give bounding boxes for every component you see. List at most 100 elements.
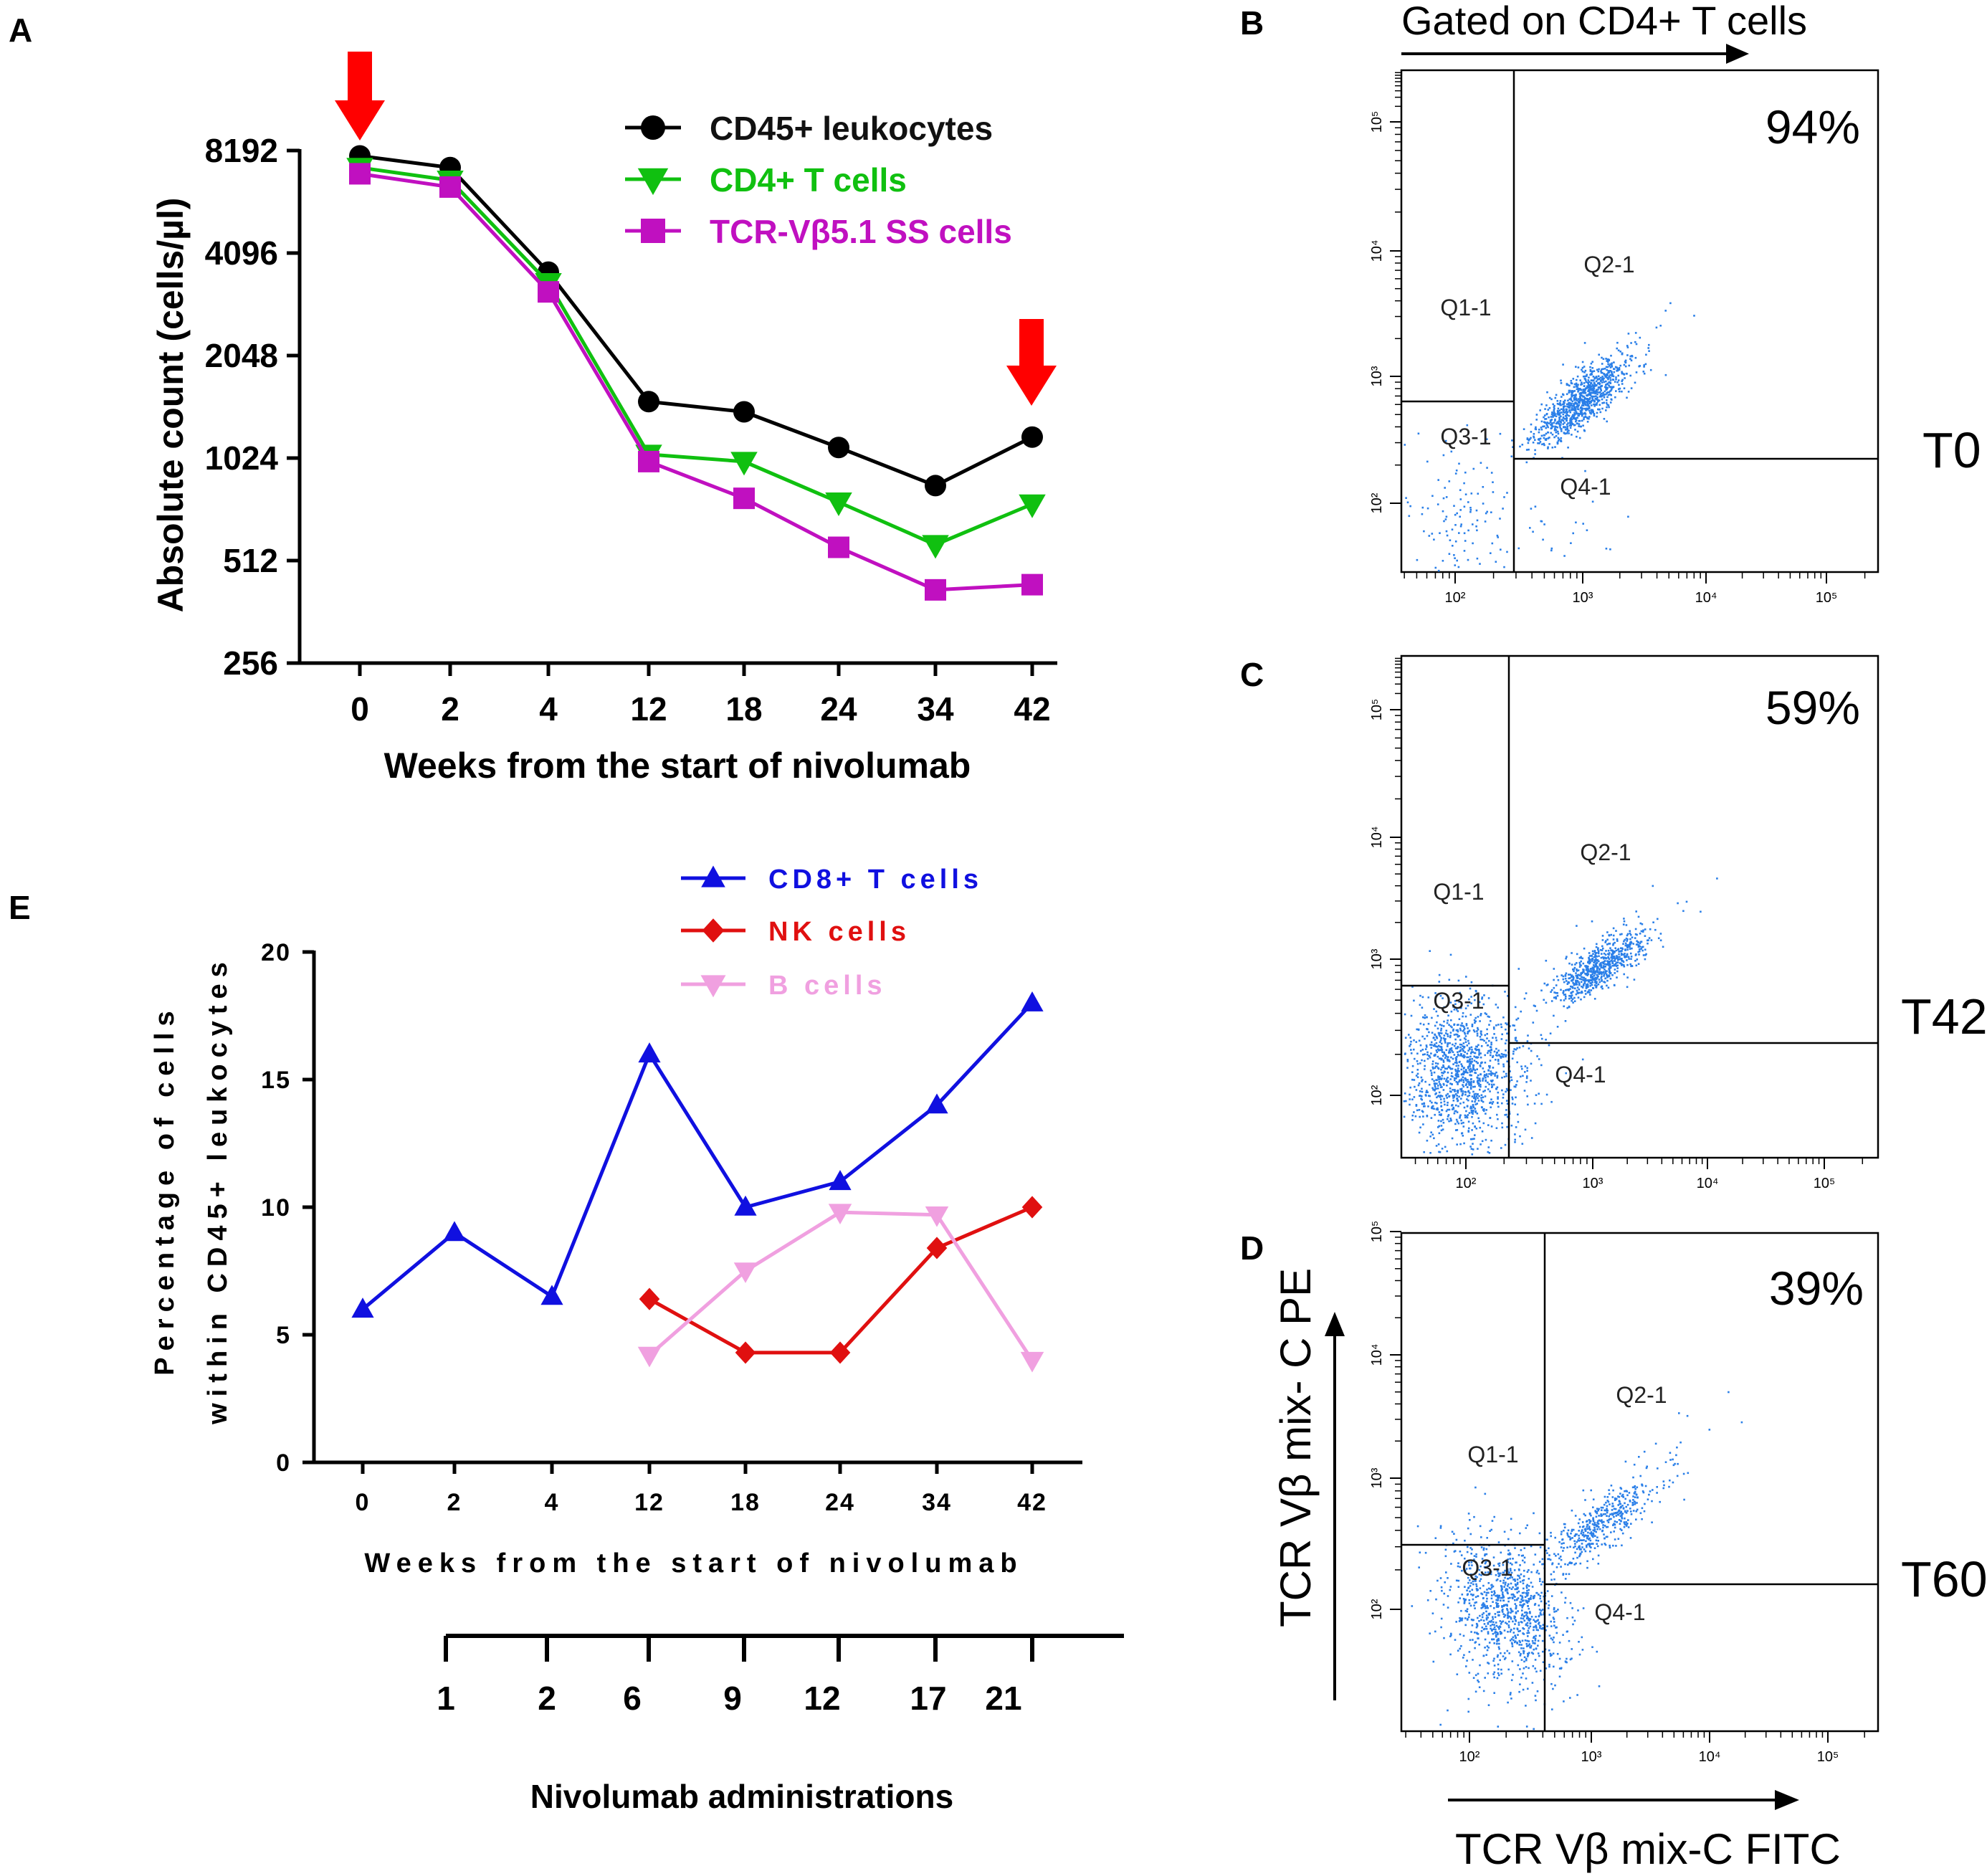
data-point-e xyxy=(1021,1196,1043,1219)
legend-marker-e xyxy=(701,865,725,887)
x-tick-label-e: 0 xyxy=(356,1489,371,1516)
data-point-e xyxy=(829,1170,852,1191)
x-tick-label-a: 12 xyxy=(630,690,667,728)
legend-label-e: NK cells xyxy=(768,917,910,947)
data-point-e xyxy=(828,1204,852,1225)
data-point-a xyxy=(733,487,755,510)
quadrant-label-B: Q4-1 xyxy=(1560,474,1611,500)
y-tick-label-D: 10⁴ xyxy=(1369,1344,1385,1366)
gated-label: Gated on CD4+ T cells xyxy=(1401,0,1807,43)
x-tick-label-e: 34 xyxy=(922,1489,952,1516)
cell-events-B xyxy=(1404,302,1695,572)
data-point-a xyxy=(349,163,371,185)
y-tick-label-a: 1024 xyxy=(205,439,279,477)
data-point-e xyxy=(925,1206,949,1227)
legend-label-e: CD8+ T cells xyxy=(768,865,983,895)
panel-letter-d: D xyxy=(1240,1229,1264,1267)
series-line-a-0 xyxy=(359,154,1034,488)
plot-frame-B xyxy=(1400,69,1879,573)
percent-d: 39% xyxy=(1769,1262,1864,1315)
x-tick-label-e: 4 xyxy=(545,1489,560,1516)
administration-label: 1 xyxy=(437,1680,455,1717)
series-line-e-0 xyxy=(361,1001,1034,1311)
flow-plot-c: 10² 10³ 10⁴ 10⁵ 10² 10³ 10⁴ 10⁵ Q1-1 Q2-1 Q3-1 Q4-1 xyxy=(1369,654,1879,1191)
data-point-a xyxy=(925,475,946,497)
y-tick-label-B: 10² xyxy=(1369,492,1385,513)
x-tick-label-e: 24 xyxy=(825,1489,855,1516)
flow-x-axis-arrow xyxy=(1448,1790,1799,1810)
quadrant-label-D: Q4-1 xyxy=(1594,1599,1645,1625)
quadrant-label-C: Q4-1 xyxy=(1555,1062,1606,1087)
data-point-a xyxy=(538,281,559,303)
x-tick-label-B: 10⁵ xyxy=(1816,590,1838,606)
administrations-title: Nivolumab administrations xyxy=(530,1778,953,1815)
x-tick-label-e: 18 xyxy=(730,1489,761,1516)
x-axis-title-e: Weeks from the start of nivolumab xyxy=(364,1548,1023,1579)
data-point-a xyxy=(828,536,849,558)
data-point-a xyxy=(925,578,946,601)
flow-plot-b: 10² 10³ 10⁴ 10⁵ 10² 10³ 10⁴ 10⁵ Q1-1 Q2-1 Q3-1 Q4-1 xyxy=(1369,69,1879,606)
percent-c: 59% xyxy=(1766,681,1860,734)
y-tick-label-a: 512 xyxy=(223,542,278,579)
panel-letter-c: C xyxy=(1240,656,1264,693)
x-tick-label-a: 42 xyxy=(1014,690,1050,728)
series-line-a-2 xyxy=(359,171,1033,592)
data-point-a xyxy=(638,391,659,413)
y-tick-label-a: 8192 xyxy=(205,132,278,169)
x-tick-label-D: 10⁵ xyxy=(1817,1749,1839,1765)
data-point-e xyxy=(829,1341,851,1364)
y-tick-label-e: 10 xyxy=(261,1194,291,1222)
data-point-a xyxy=(828,437,849,459)
administration-label: 9 xyxy=(723,1680,742,1717)
data-point-e xyxy=(637,1346,662,1368)
y-tick-label-D: 10⁵ xyxy=(1369,1221,1385,1243)
x-tick-label-a: 34 xyxy=(917,690,954,728)
data-point-a xyxy=(825,492,852,517)
data-point-a xyxy=(730,452,758,476)
cell-events-C xyxy=(1403,877,1718,1156)
legend-label-a: CD45+ leukocytes xyxy=(710,110,993,147)
y-tick-label-B: 10³ xyxy=(1369,366,1385,386)
y-tick-label-B: 10⁴ xyxy=(1369,240,1385,262)
y-tick-label-e: 20 xyxy=(261,939,291,966)
legend-label-a: CD4+ T cells xyxy=(710,161,907,199)
time-label-b: T0 xyxy=(1922,422,1981,478)
x-tick-label-C: 10⁵ xyxy=(1814,1176,1836,1191)
y-axis-title-e-line2: within CD45+ leukocytes xyxy=(203,956,233,1425)
data-point-a xyxy=(439,176,461,198)
administration-label: 6 xyxy=(623,1680,642,1717)
data-point-e xyxy=(926,1237,948,1260)
administrations-ticks: 1 2 6 9 12 17 21 xyxy=(437,1636,1034,1717)
quadrant-label-B: Q1-1 xyxy=(1440,295,1491,320)
x-tick-label-a: 18 xyxy=(725,690,762,728)
time-label-c: T42 xyxy=(1901,989,1987,1044)
treatment-arrow-week-0 xyxy=(335,52,385,141)
data-point-e xyxy=(638,1042,661,1063)
x-tick-label-C: 10² xyxy=(1456,1176,1477,1191)
quadrant-label-C: Q1-1 xyxy=(1433,879,1484,905)
quadrant-label-C: Q2-1 xyxy=(1580,839,1631,865)
data-point-e xyxy=(443,1221,466,1242)
x-tick-label-C: 10³ xyxy=(1583,1176,1604,1191)
treatment-arrows xyxy=(335,52,1057,406)
data-point-a xyxy=(1021,573,1043,596)
series-line-e-2 xyxy=(648,1210,1034,1361)
x-tick-label-e: 12 xyxy=(634,1489,664,1516)
y-tick-label-C: 10² xyxy=(1369,1085,1385,1105)
quadrant-label-D: Q2-1 xyxy=(1616,1382,1667,1408)
legend-marker-e xyxy=(702,918,725,943)
series-line-a-1 xyxy=(359,166,1033,547)
panel-letter-e: E xyxy=(9,889,31,926)
administration-label: 21 xyxy=(985,1680,1021,1717)
x-tick-label-D: 10³ xyxy=(1581,1749,1602,1765)
time-label-d: T60 xyxy=(1901,1551,1987,1607)
legend-label-e: B cells xyxy=(768,971,887,1001)
y-tick-label-a: 2048 xyxy=(205,337,278,374)
x-tick-label-B: 10³ xyxy=(1573,590,1593,606)
data-point-e xyxy=(1021,991,1044,1011)
administration-label: 17 xyxy=(910,1680,946,1717)
flow-x-axis-label: TCR Vβ mix-C FITC xyxy=(1455,1825,1841,1873)
quadrant-label-D: Q1-1 xyxy=(1467,1442,1518,1467)
data-point-a xyxy=(922,535,949,559)
